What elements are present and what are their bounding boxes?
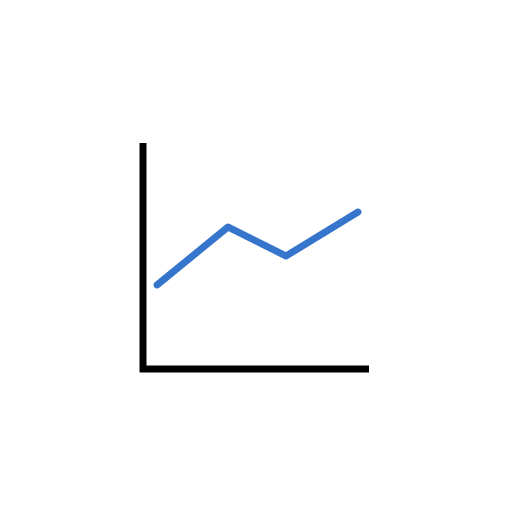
trend-line xyxy=(157,212,358,285)
